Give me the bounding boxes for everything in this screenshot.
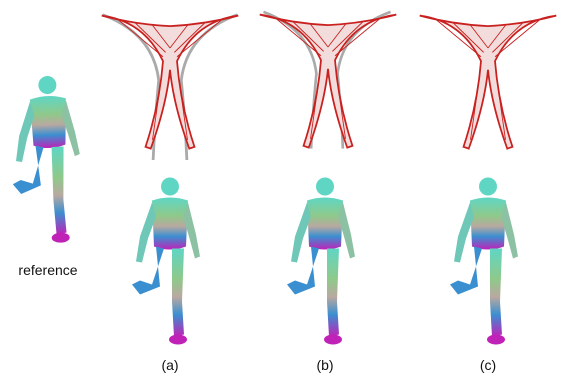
model [132,178,200,345]
panel-label: (b) [316,357,333,373]
reference-label: reference [18,262,77,278]
panel-label: (c) [480,357,496,373]
figure: reference (a) (b) (c) [0,0,565,376]
panel-label: (a) [161,357,178,373]
model [287,178,355,345]
model [450,178,518,345]
mesh [260,15,397,148]
reference-model [9,75,83,244]
mesh [420,16,557,149]
mesh [102,16,239,149]
